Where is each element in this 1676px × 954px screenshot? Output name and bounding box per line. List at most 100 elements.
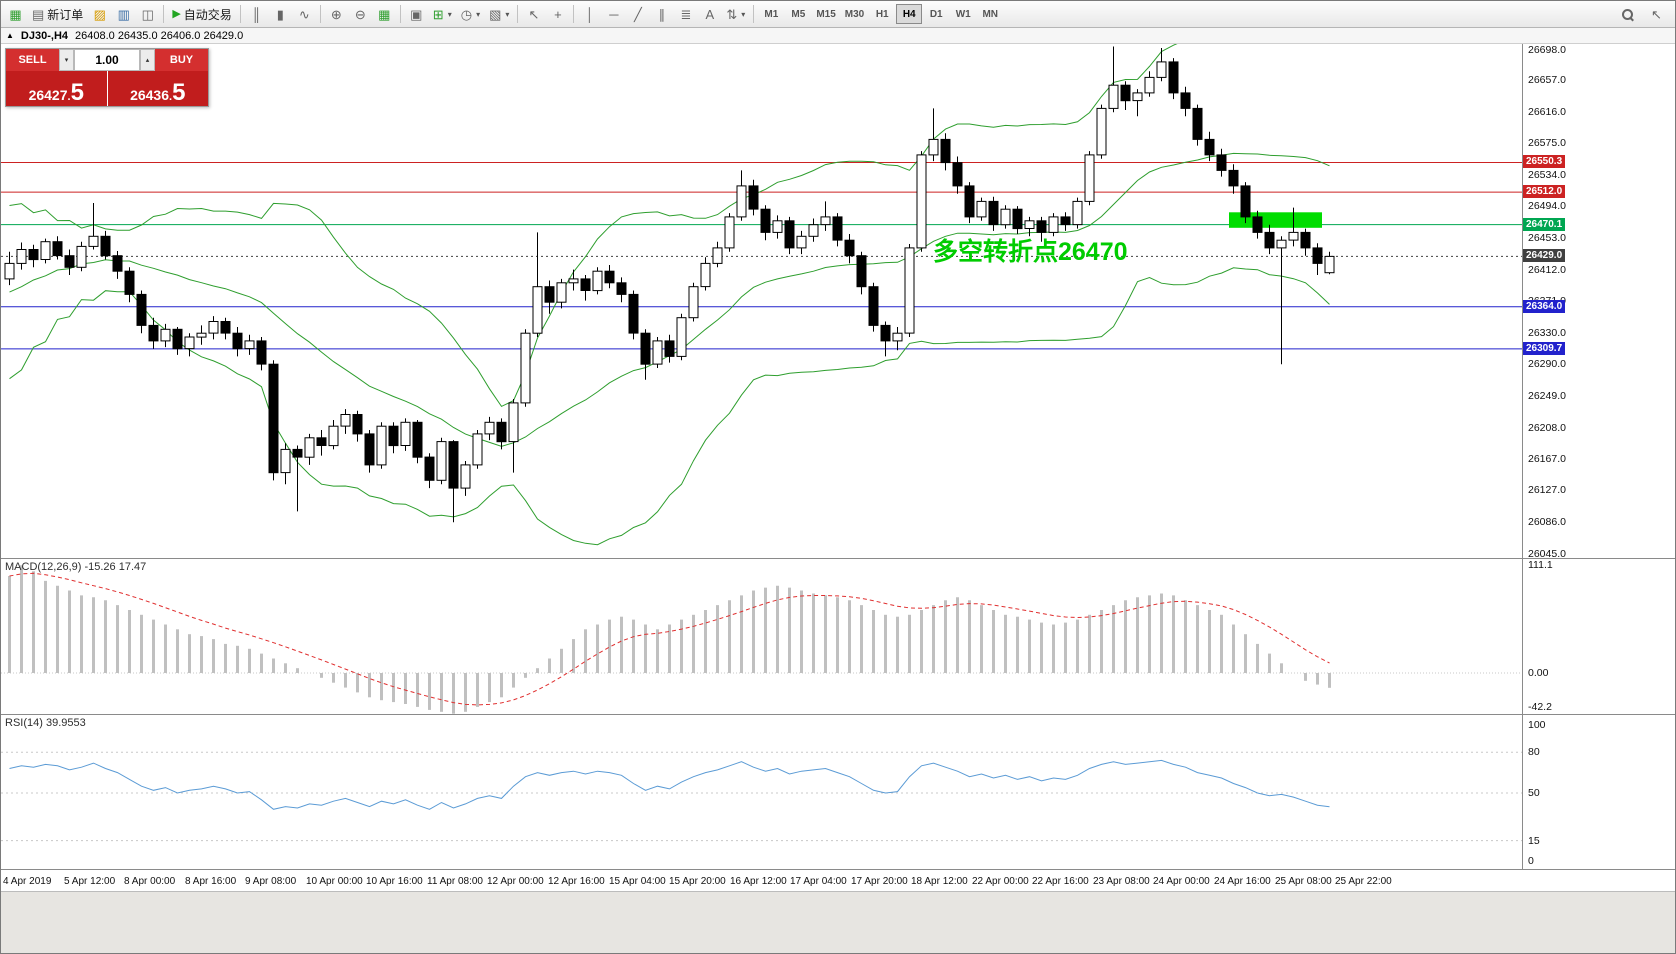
rsi-axis-label: 80 xyxy=(1528,746,1540,758)
zoom-out-icon: ⊖ xyxy=(354,6,366,22)
channel-button[interactable]: ∥ xyxy=(650,3,673,25)
price-axis-label: 26086.0 xyxy=(1528,516,1566,528)
chart-title-bar: ▲ DJ30-,H4 26408.0 26435.0 26406.0 26429… xyxy=(1,28,1675,44)
macd-panel: MACD(12,26,9) -15.26 17.47 111.1 0.00 -42.… xyxy=(1,558,1675,714)
time-axis-label: 24 Apr 00:00 xyxy=(1153,876,1210,887)
price-axis-label: 26290.0 xyxy=(1528,358,1566,370)
timeframe-m5-button[interactable]: M5 xyxy=(785,4,811,24)
auto-trading-label: 自动交易 xyxy=(183,7,232,22)
toolbar-separator xyxy=(517,5,519,23)
price-level-badge: 26309.7 xyxy=(1523,342,1566,355)
indicators-button[interactable]: ⊞ ▾ xyxy=(429,3,456,25)
price-plot[interactable]: 多空转折点26470 SELL ▾ ▴ BUY 26427.5 26436.5 xyxy=(1,44,1522,558)
pointer-button[interactable]: ↖ xyxy=(1645,3,1668,25)
sell-price-main: 26427 xyxy=(28,86,68,103)
price-axis-label: 26616.0 xyxy=(1528,106,1566,118)
price-axis-label: 26167.0 xyxy=(1528,453,1566,465)
timeframe-m15-button[interactable]: M15 xyxy=(812,4,839,24)
macd-axis-label: 0.00 xyxy=(1528,667,1549,679)
rsi-canvas[interactable] xyxy=(1,715,1522,869)
rsi-label: RSI(14) 39.9553 xyxy=(5,717,86,729)
auto-trading-button[interactable]: ▶ 自动交易 xyxy=(168,3,235,25)
navigator-icon: ◫ xyxy=(141,6,154,22)
price-axis-label: 26330.0 xyxy=(1528,327,1566,339)
search-button[interactable] xyxy=(1616,3,1639,25)
macd-canvas[interactable] xyxy=(1,559,1522,714)
chart-annotation-text: 多空转折点26470 xyxy=(933,238,1128,266)
rsi-axis-label: 100 xyxy=(1528,719,1546,731)
horizontal-line-button[interactable]: ─ xyxy=(602,3,625,25)
timeframe-h1-button[interactable]: H1 xyxy=(869,4,895,24)
profiles-button[interactable]: ▨ xyxy=(88,3,111,25)
pointer-icon: ↖ xyxy=(1651,6,1662,22)
buy-price-dot: . xyxy=(169,91,173,103)
one-click-price-row: 26427. 5 26436. 5 xyxy=(6,71,208,106)
text-tool-icon: A xyxy=(705,6,715,22)
sell-price-box[interactable]: 26427. 5 xyxy=(6,71,107,106)
arrows-tool-button[interactable]: ⇅ ▾ xyxy=(722,3,749,25)
sell-price-dot: . xyxy=(67,91,71,103)
navigator-button[interactable]: ◫ xyxy=(136,3,159,25)
new-chart-button[interactable]: ▦ xyxy=(4,3,27,25)
price-axis[interactable]: 26698.0 26657.0 26616.0 26575.0 26534.0 26494… xyxy=(1522,44,1675,558)
timeframe-m1-button[interactable]: M1 xyxy=(758,4,784,24)
vertical-line-icon: │ xyxy=(585,6,594,22)
periods-button[interactable]: ◷ ▾ xyxy=(457,3,484,25)
new-order-button[interactable]: ▤ 新订单 xyxy=(28,3,87,25)
fibonacci-button[interactable]: ≣ xyxy=(674,3,697,25)
time-axis-label: 10 Apr 16:00 xyxy=(366,876,423,887)
macd-axis-label: -42.2 xyxy=(1528,701,1552,713)
rsi-plot[interactable]: RSI(14) 39.9553 xyxy=(1,715,1522,869)
template-icon: ▧ xyxy=(489,6,502,22)
candlestick-chart-button[interactable]: ▮ xyxy=(269,3,292,25)
horizontal-line-icon: ─ xyxy=(609,6,619,22)
rsi-axis-label: 50 xyxy=(1528,787,1540,799)
buy-button[interactable]: BUY xyxy=(155,49,208,71)
timeframe-w1-button[interactable]: W1 xyxy=(950,4,976,24)
chevron-down-icon: ▾ xyxy=(447,9,452,19)
volume-up-button[interactable]: ▴ xyxy=(140,49,155,71)
time-axis-label: 8 Apr 16:00 xyxy=(185,876,237,887)
volume-down-button[interactable]: ▾ xyxy=(59,49,74,71)
zoom-in-button[interactable]: ⊕ xyxy=(325,3,348,25)
crosshair-button[interactable]: + xyxy=(546,3,569,25)
auto-arrange-button[interactable]: ▣ xyxy=(405,3,428,25)
one-click-top-row: SELL ▾ ▴ BUY xyxy=(6,49,208,71)
time-axis-label: 25 Apr 22:00 xyxy=(1335,876,1392,887)
cursor-button[interactable]: ↖ xyxy=(522,3,545,25)
trendline-icon: ╱ xyxy=(633,6,642,22)
chart-menu-icon[interactable]: ▲ xyxy=(6,31,14,40)
time-axis-label: 5 Apr 12:00 xyxy=(64,876,116,887)
time-axis-label: 25 Apr 08:00 xyxy=(1275,876,1332,887)
bar-chart-button[interactable]: ║ xyxy=(245,3,268,25)
market-watch-button[interactable]: ▥ xyxy=(112,3,135,25)
buy-price-box[interactable]: 26436. 5 xyxy=(107,71,208,106)
timeframe-mn-button[interactable]: MN xyxy=(977,4,1003,24)
rsi-axis[interactable]: 100 80 50 15 0 xyxy=(1522,715,1675,869)
text-tool-button[interactable]: A xyxy=(698,3,721,25)
chevron-down-icon: ▾ xyxy=(505,9,510,19)
volume-input[interactable] xyxy=(74,49,140,71)
line-chart-button[interactable]: ∿ xyxy=(293,3,316,25)
price-chart-region: 多空转折点26470 SELL ▾ ▴ BUY 26427.5 26436.5 xyxy=(1,44,1675,558)
market-watch-icon: ▥ xyxy=(117,6,130,22)
vertical-line-button[interactable]: │ xyxy=(578,3,601,25)
price-level-badge: 26550.3 xyxy=(1523,155,1566,168)
time-axis[interactable]: 4 Apr 2019 5 Apr 12:00 8 Apr 00:00 8 Apr 16… xyxy=(1,869,1675,891)
price-chart-canvas[interactable] xyxy=(1,44,1522,558)
macd-plot[interactable]: MACD(12,26,9) -15.26 17.47 xyxy=(1,559,1522,714)
timeframe-h4-button[interactable]: H4 xyxy=(896,4,923,24)
templates-button[interactable]: ▧ ▾ xyxy=(485,3,513,25)
toolbar-separator xyxy=(399,5,401,23)
main-toolbar: ▦ ▤ 新订单 ▨ ▥ ◫ ▶ 自动交易 ║ ▮ ∿ ⊕ ⊖ ▦ ▣ ⊞ ▾ ◷ ▾ ▧… xyxy=(1,1,1675,28)
sell-button[interactable]: SELL xyxy=(6,49,59,71)
timeframe-d1-button[interactable]: D1 xyxy=(923,4,949,24)
timeframe-m30-button[interactable]: M30 xyxy=(841,4,868,24)
toolbar-separator xyxy=(239,5,241,23)
tile-windows-button[interactable]: ▦ xyxy=(373,3,396,25)
trendline-button[interactable]: ╱ xyxy=(626,3,649,25)
time-axis-label: 22 Apr 00:00 xyxy=(972,876,1029,887)
zoom-out-button[interactable]: ⊖ xyxy=(349,3,372,25)
macd-axis[interactable]: 111.1 0.00 -42.2 xyxy=(1522,559,1675,714)
